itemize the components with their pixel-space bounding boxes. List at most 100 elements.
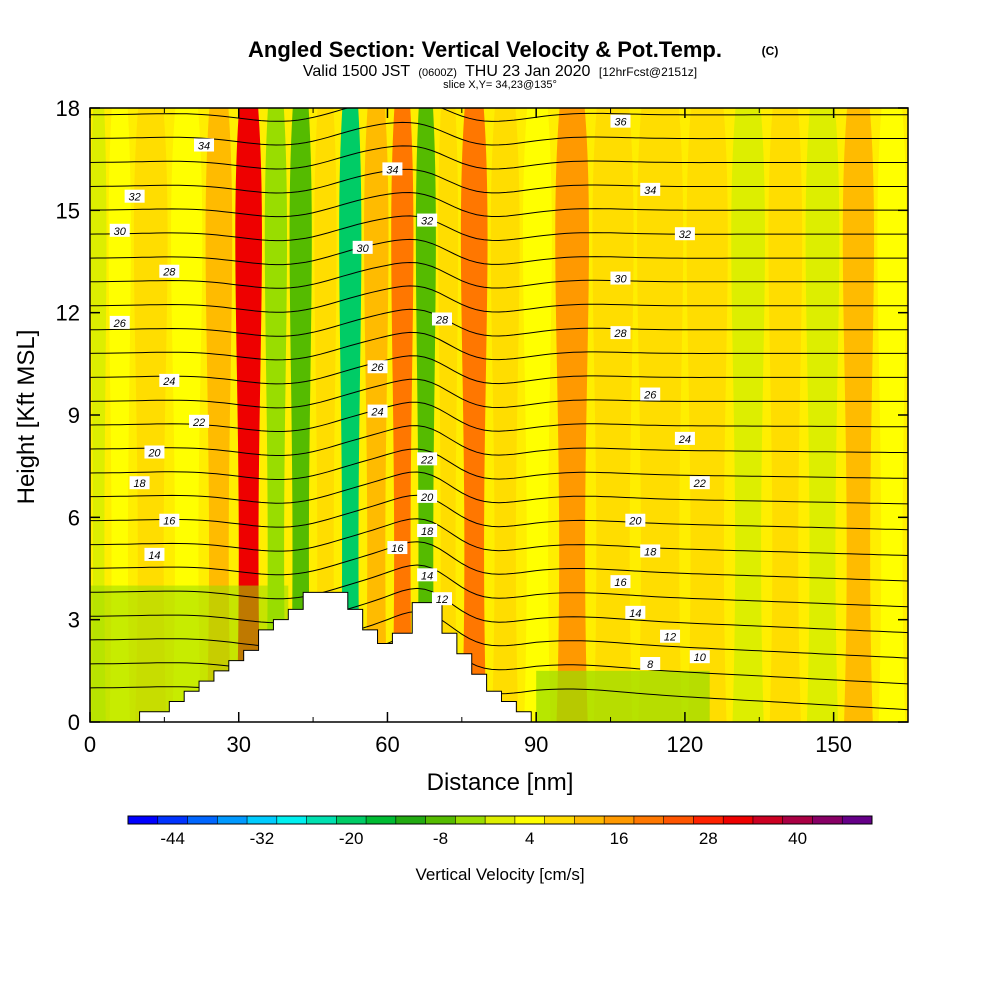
colorbar-swatch (485, 816, 516, 824)
colorbar-swatch (604, 816, 635, 824)
contour-label-bg (640, 387, 661, 401)
colorbar-swatch (812, 816, 843, 824)
y-tick-label: 6 (68, 505, 80, 530)
subtitle-forecast: [12hrFcst@2151z] (599, 65, 697, 79)
velocity-band (108, 108, 131, 722)
contour-label-bg (640, 657, 661, 671)
velocity-band (171, 108, 203, 722)
x-tick-label: 150 (815, 732, 852, 757)
colorbar-swatch (514, 816, 546, 824)
contour-label-bg (144, 445, 165, 459)
contour-label-bg (417, 568, 438, 582)
colorbar-tick-label: -20 (339, 829, 364, 848)
velocity-band (768, 108, 803, 722)
contour-label-bg (387, 541, 408, 555)
y-tick-label: 15 (56, 198, 80, 223)
title-mark: (C) (762, 44, 779, 58)
contour-label-text: 32 (128, 192, 140, 204)
contour-label-bg (610, 271, 631, 285)
colorbar-swatch (544, 816, 575, 824)
contour-label-bg (417, 452, 438, 466)
velocity-band (438, 108, 459, 722)
contour-label: 14 (417, 568, 438, 582)
contour-label-text: 10 (694, 652, 707, 664)
colorbar-swatch (782, 816, 813, 824)
contour-label-bg (640, 182, 661, 196)
contour-label: 26 (640, 387, 661, 402)
theta-contour-line (90, 145, 908, 170)
velocity-band (133, 108, 168, 722)
theta-contour-line (90, 471, 908, 505)
contour-label-bg (674, 431, 695, 445)
x-tick-label: 0 (84, 732, 96, 757)
chart-title: Angled Section: Vertical Velocity & Pot.… (248, 37, 722, 62)
contour-label-text: 14 (421, 570, 433, 582)
contour-label-bg (625, 513, 646, 527)
contour-label: 20 (144, 445, 165, 460)
contour-label-bg (417, 213, 438, 227)
x-axis-label: Distance [nm] (427, 769, 574, 796)
theta-contour-line (90, 401, 908, 432)
contour-label-bg (159, 513, 180, 527)
contour-label-text: 28 (435, 314, 449, 326)
theta-contour-line (90, 238, 908, 266)
contour-label-bg (689, 476, 710, 490)
colorbar-swatch (306, 816, 337, 824)
velocity-band (555, 108, 589, 722)
colorbar-swatch (425, 816, 456, 824)
contour-label-text: 24 (162, 376, 175, 388)
contour-label: 28 (159, 264, 180, 279)
theta-contour-line (90, 448, 908, 480)
subtitle-time: Valid 1500 JST (303, 63, 411, 80)
contour-label: 20 (625, 513, 646, 528)
colorbar-title: Vertical Velocity [cm/s] (415, 865, 584, 884)
theta-contour-line (90, 308, 908, 337)
velocity-band (264, 108, 288, 722)
colorbar-swatch (276, 816, 308, 824)
y-axis-label: Height [Kft MSL] (13, 330, 40, 505)
contour-label-bg (610, 575, 631, 589)
contour-label-bg (610, 114, 631, 128)
velocity-band (391, 108, 414, 722)
contour-label-text: 16 (614, 577, 627, 589)
velocity-band (490, 108, 520, 722)
contour-label-text: 34 (198, 141, 210, 153)
contour-label-text: 20 (147, 448, 161, 460)
y-tick-label: 0 (68, 710, 80, 735)
contour-label-text: 34 (644, 185, 656, 197)
contour-label-bg (674, 227, 695, 241)
y-tick-label: 9 (68, 403, 80, 428)
colorbar-swatch (187, 816, 218, 824)
x-tick-label: 30 (226, 732, 250, 757)
colorbar-tick-label: 28 (699, 829, 718, 848)
contour-label-bg (382, 162, 403, 176)
theta-contour-line (90, 331, 908, 361)
contour-label: 24 (674, 431, 695, 446)
colorbar: -44 -32 -20 -8 4 16 28 40 (127, 815, 873, 848)
contour-label: 18 (129, 476, 150, 490)
velocity-band (842, 108, 875, 722)
contour-label-bg (431, 592, 452, 606)
contour-label-text: 26 (643, 390, 657, 402)
colorbar-swatch (217, 816, 248, 824)
contour-label-text: 16 (163, 516, 176, 528)
theta-contours (90, 108, 908, 711)
contour-label-bg (352, 240, 373, 254)
velocity-band (686, 108, 728, 722)
theta-contour-line (90, 518, 908, 556)
contour-label-text: 28 (162, 267, 176, 279)
contour-label: 16 (159, 513, 180, 528)
x-tick-label: 120 (667, 732, 704, 757)
contour-label: 30 (610, 271, 631, 286)
contour-label-bg (194, 138, 215, 152)
contour-label-text: 12 (664, 632, 676, 644)
contour-label-text: 20 (628, 516, 642, 528)
theta-contour-line (90, 378, 908, 409)
contour-label-text: 8 (647, 659, 654, 671)
contour-label: 18 (417, 523, 438, 538)
subtitle-utc: (0600Z) (418, 67, 457, 79)
contour-label: 16 (610, 575, 631, 589)
contour-label-bg (159, 373, 180, 387)
